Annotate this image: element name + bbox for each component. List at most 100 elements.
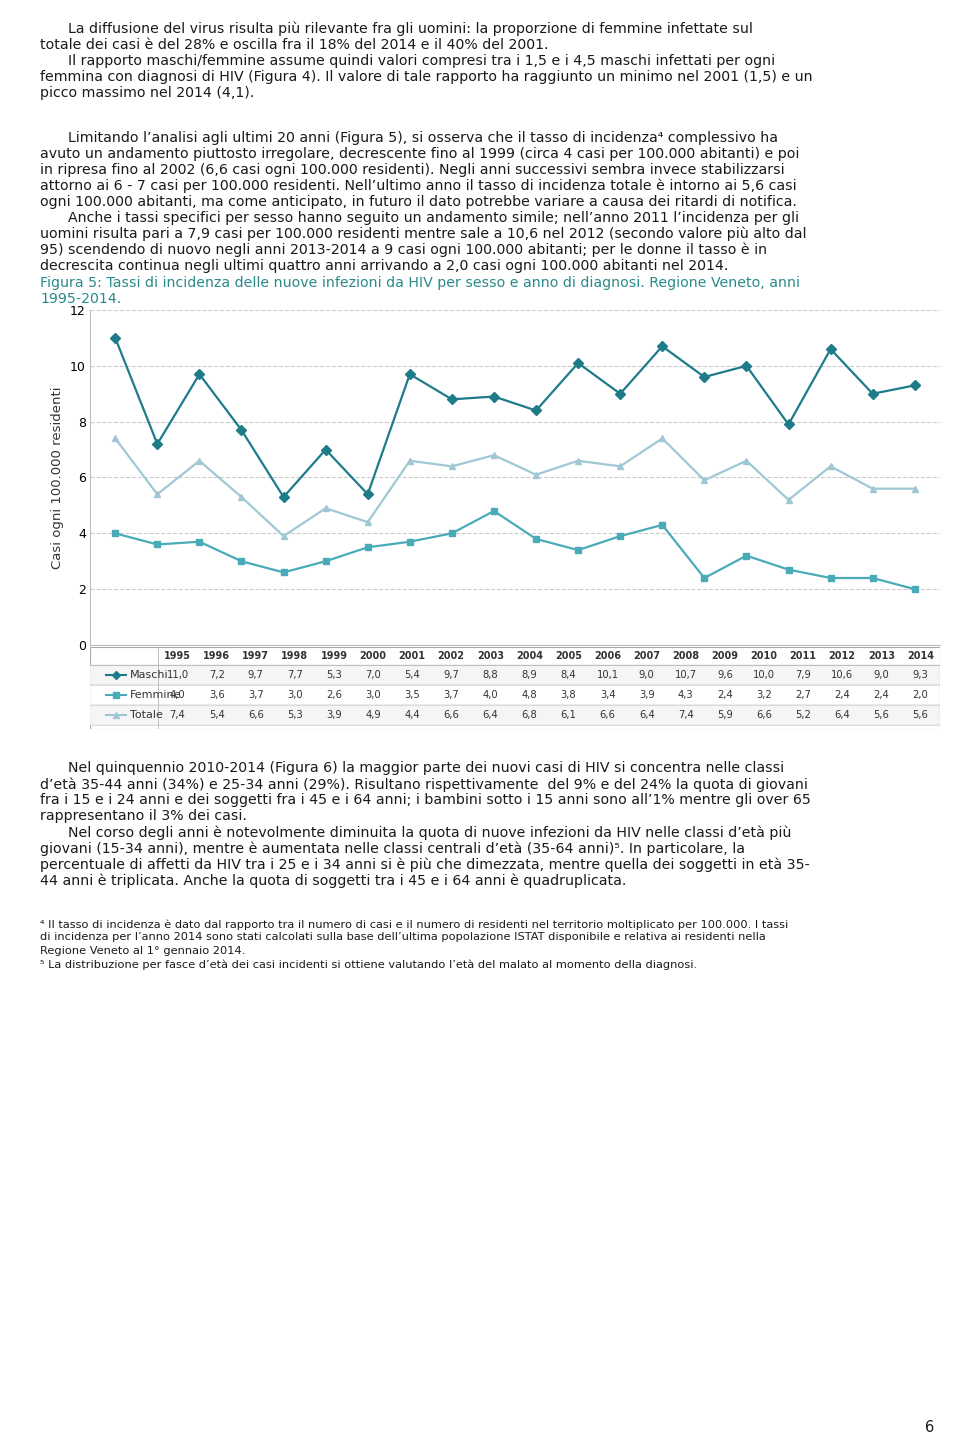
Text: 2008: 2008	[672, 652, 700, 660]
Text: 6,8: 6,8	[521, 709, 538, 720]
Text: 3,7: 3,7	[444, 691, 459, 699]
Text: 5,3: 5,3	[287, 709, 302, 720]
Text: 2004: 2004	[516, 652, 543, 660]
Text: 3,8: 3,8	[561, 691, 576, 699]
Text: 8,8: 8,8	[483, 670, 498, 681]
Text: 7,4: 7,4	[170, 709, 185, 720]
Text: 8,9: 8,9	[521, 670, 538, 681]
Text: 7,2: 7,2	[208, 670, 225, 681]
FancyBboxPatch shape	[90, 705, 940, 725]
Text: ⁵ La distribuzione per fasce d’età dei casi incidenti si ottiene valutando l’età: ⁵ La distribuzione per fasce d’età dei c…	[40, 959, 697, 970]
Text: 8,4: 8,4	[561, 670, 576, 681]
Text: 11,0: 11,0	[166, 670, 188, 681]
Text: 9,0: 9,0	[874, 670, 889, 681]
Text: femmina con diagnosi di HIV (Figura 4). Il valore di tale rapporto ha raggiunto : femmina con diagnosi di HIV (Figura 4). …	[40, 69, 812, 84]
Text: 2007: 2007	[634, 652, 660, 660]
Text: La diffusione del virus risulta più rilevante fra gli uomini: la proporzione di : La diffusione del virus risulta più rile…	[50, 22, 753, 36]
Text: 7,4: 7,4	[678, 709, 694, 720]
Text: Limitando l’analisi agli ultimi 20 anni (Figura 5), si osserva che il tasso di i: Limitando l’analisi agli ultimi 20 anni …	[50, 131, 778, 145]
Text: d’età 35-44 anni (34%) e 25-34 anni (29%). Risultano rispettivamente  del 9% e d: d’età 35-44 anni (34%) e 25-34 anni (29%…	[40, 777, 808, 792]
Text: 2001: 2001	[398, 652, 425, 660]
Text: 6,6: 6,6	[444, 709, 459, 720]
Text: 6,4: 6,4	[483, 709, 498, 720]
Text: 5,6: 5,6	[874, 709, 889, 720]
Text: 5,9: 5,9	[717, 709, 732, 720]
Text: 4,8: 4,8	[521, 691, 538, 699]
Text: 2011: 2011	[790, 652, 817, 660]
Text: 2,0: 2,0	[913, 691, 928, 699]
Text: di incidenza per l’anno 2014 sono stati calcolati sulla base dell’ultima popolaz: di incidenza per l’anno 2014 sono stati …	[40, 932, 766, 942]
Text: 7,0: 7,0	[365, 670, 381, 681]
Text: 10,0: 10,0	[753, 670, 775, 681]
Text: picco massimo nel 2014 (4,1).: picco massimo nel 2014 (4,1).	[40, 87, 254, 100]
Text: fra i 15 e i 24 anni e dei soggetti fra i 45 e i 64 anni; i bambini sotto i 15 a: fra i 15 e i 24 anni e dei soggetti fra …	[40, 793, 811, 806]
Text: 4,3: 4,3	[678, 691, 694, 699]
Text: 2013: 2013	[868, 652, 895, 660]
Text: 1995: 1995	[164, 652, 191, 660]
Text: Totale: Totale	[130, 709, 162, 720]
Text: 2,6: 2,6	[326, 691, 342, 699]
Text: ⁴ Il tasso di incidenza è dato dal rapporto tra il numero di casi e il numero di: ⁴ Il tasso di incidenza è dato dal rappo…	[40, 919, 788, 929]
Text: totale dei casi è del 28% e oscilla fra il 18% del 2014 e il 40% del 2001.: totale dei casi è del 28% e oscilla fra …	[40, 38, 548, 52]
Text: Il rapporto maschi/femmine assume quindi valori compresi tra i 1,5 e i 4,5 masch: Il rapporto maschi/femmine assume quindi…	[50, 53, 775, 68]
Text: 6,6: 6,6	[756, 709, 772, 720]
Text: 9,3: 9,3	[913, 670, 928, 681]
Text: avuto un andamento piuttosto irregolare, decrescente fino al 1999 (circa 4 casi : avuto un andamento piuttosto irregolare,…	[40, 147, 800, 160]
Text: 3,9: 3,9	[326, 709, 342, 720]
Text: Nel quinquennio 2010-2014 (Figura 6) la maggior parte dei nuovi casi di HIV si c: Nel quinquennio 2010-2014 (Figura 6) la …	[50, 762, 784, 775]
Text: attorno ai 6 - 7 casi per 100.000 residenti. Nell’ultimo anno il tasso di incide: attorno ai 6 - 7 casi per 100.000 reside…	[40, 179, 797, 194]
Text: 5,4: 5,4	[404, 670, 420, 681]
Text: 1997: 1997	[242, 652, 269, 660]
Text: Femmine: Femmine	[130, 691, 181, 699]
Text: 3,2: 3,2	[756, 691, 772, 699]
Text: 9,7: 9,7	[444, 670, 459, 681]
Text: rappresentano il 3% dei casi.: rappresentano il 3% dei casi.	[40, 809, 247, 824]
Text: 2,7: 2,7	[795, 691, 811, 699]
Text: 5,6: 5,6	[913, 709, 928, 720]
Text: 2,4: 2,4	[834, 691, 851, 699]
Text: 2010: 2010	[751, 652, 778, 660]
Text: 2002: 2002	[438, 652, 465, 660]
Y-axis label: Casi ogni 100.000 residenti: Casi ogni 100.000 residenti	[52, 386, 64, 569]
Text: 3,9: 3,9	[638, 691, 655, 699]
Text: 1998: 1998	[281, 652, 308, 660]
Text: 6,4: 6,4	[638, 709, 655, 720]
Text: 10,7: 10,7	[675, 670, 697, 681]
Text: Nel corso degli anni è notevolmente diminuita la quota di nuove infezioni da HIV: Nel corso degli anni è notevolmente dimi…	[50, 825, 791, 840]
Text: 2005: 2005	[555, 652, 582, 660]
Text: 9,7: 9,7	[248, 670, 264, 681]
Text: 7,7: 7,7	[287, 670, 302, 681]
Text: 5,3: 5,3	[326, 670, 342, 681]
Text: 3,0: 3,0	[365, 691, 381, 699]
Text: 2006: 2006	[594, 652, 621, 660]
Text: 4,0: 4,0	[170, 691, 185, 699]
Text: 10,1: 10,1	[596, 670, 618, 681]
Text: 3,6: 3,6	[208, 691, 225, 699]
Text: 3,4: 3,4	[600, 691, 615, 699]
Text: 3,5: 3,5	[404, 691, 420, 699]
Text: 3,0: 3,0	[287, 691, 302, 699]
Text: 4,9: 4,9	[365, 709, 381, 720]
Text: 10,6: 10,6	[831, 670, 853, 681]
Text: 4,0: 4,0	[483, 691, 498, 699]
Text: 2,4: 2,4	[717, 691, 732, 699]
Text: 95) scendendo di nuovo negli anni 2013-2014 a 9 casi ogni 100.000 abitanti; per : 95) scendendo di nuovo negli anni 2013-2…	[40, 243, 767, 257]
Text: decrescita continua negli ultimi quattro anni arrivando a 2,0 casi ogni 100.000 : decrescita continua negli ultimi quattro…	[40, 259, 729, 273]
Text: 7,9: 7,9	[795, 670, 811, 681]
Text: 2003: 2003	[477, 652, 504, 660]
Text: 5,2: 5,2	[795, 709, 811, 720]
Text: 6,6: 6,6	[248, 709, 264, 720]
Text: Maschi: Maschi	[130, 670, 168, 681]
Text: 1996: 1996	[204, 652, 230, 660]
Text: 1999: 1999	[321, 652, 348, 660]
Text: percentuale di affetti da HIV tra i 25 e i 34 anni si è più che dimezzata, mentr: percentuale di affetti da HIV tra i 25 e…	[40, 857, 810, 871]
FancyBboxPatch shape	[90, 665, 940, 685]
Text: 44 anni è triplicata. Anche la quota di soggetti tra i 45 e i 64 anni è quadrupl: 44 anni è triplicata. Anche la quota di …	[40, 873, 626, 887]
Text: uomini risulta pari a 7,9 casi per 100.000 residenti mentre sale a 10,6 nel 2012: uomini risulta pari a 7,9 casi per 100.0…	[40, 227, 806, 241]
Text: 6: 6	[925, 1420, 935, 1435]
FancyBboxPatch shape	[90, 647, 940, 728]
Text: 6,1: 6,1	[561, 709, 577, 720]
Text: 2009: 2009	[711, 652, 738, 660]
Text: 2012: 2012	[828, 652, 855, 660]
Text: 2,4: 2,4	[874, 691, 889, 699]
